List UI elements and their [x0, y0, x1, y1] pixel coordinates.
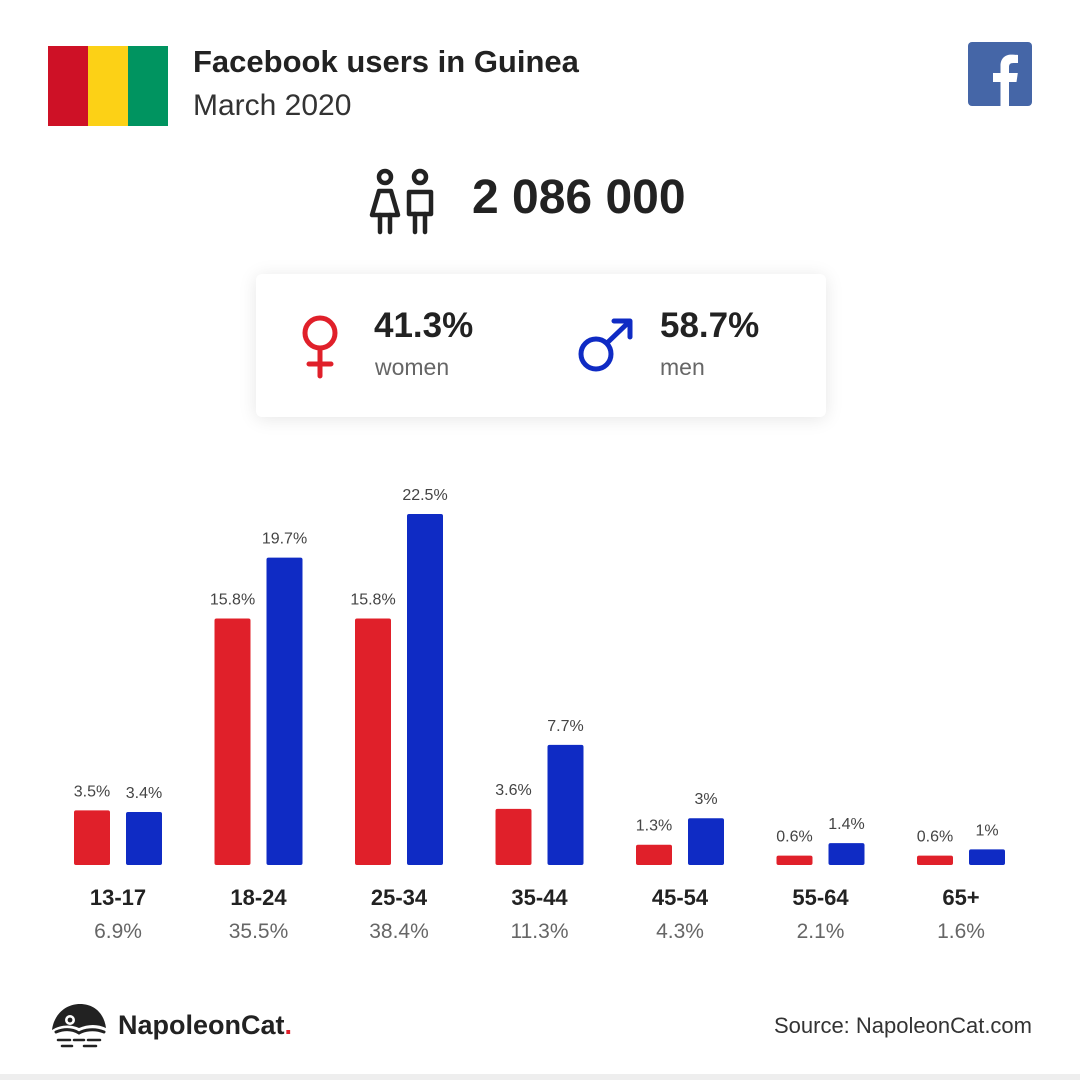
- male-symbol-icon: [578, 318, 633, 372]
- bar-label-women-13-17: 3.5%: [74, 783, 110, 800]
- bar-label-women-45-54: 1.3%: [636, 818, 672, 835]
- bar-label-women-55-64: 0.6%: [776, 829, 812, 846]
- bar-men-35-44: [547, 744, 584, 865]
- bar-label-men-45-54: 3%: [694, 791, 717, 808]
- bar-women-35-44: [495, 808, 532, 865]
- bar-women-45-54: [636, 844, 672, 865]
- category-label-35-44: 35-44: [511, 885, 568, 910]
- napoleoncat-logo-icon: [52, 1004, 106, 1048]
- total-users-value: 2 086 000: [472, 171, 686, 224]
- flag-stripe-yellow: [88, 46, 128, 126]
- bar-label-women-65+: 0.6%: [917, 829, 953, 846]
- category-total-55-64: 2.1%: [797, 920, 845, 943]
- category-total-45-54: 4.3%: [656, 920, 704, 943]
- category-label-18-24: 18-24: [230, 885, 287, 910]
- facebook-logo-icon: [968, 42, 1032, 106]
- people-icon: [369, 168, 434, 235]
- category-label-25-34: 25-34: [371, 885, 428, 910]
- bar-women-13-17: [74, 810, 110, 865]
- bar-men-65+: [969, 849, 1005, 865]
- bar-women-65+: [917, 855, 953, 865]
- women-percentage: 41.3%: [374, 306, 474, 345]
- bar-label-women-18-24: 15.8%: [210, 592, 255, 609]
- age-gender-bar-chart: 3.5% 3.4% 13-17 6.9% 15.8% 19.7% 18-24 35.5% 15.…: [74, 487, 1005, 943]
- brand-name-text: NapoleonCat: [118, 1010, 285, 1040]
- category-label-55-64: 55-64: [792, 885, 849, 910]
- bar-women-55-64: [776, 855, 813, 865]
- bar-men-45-54: [688, 818, 724, 865]
- category-label-13-17: 13-17: [90, 885, 146, 910]
- category-total-18-24: 35.5%: [229, 920, 289, 943]
- bar-men-25-34: [407, 514, 443, 865]
- men-percentage: 58.7%: [660, 306, 760, 345]
- gender-split-card: 41.3% women 58.7% men: [256, 274, 826, 417]
- women-label: women: [375, 354, 450, 380]
- bar-label-women-35-44: 3.6%: [495, 782, 531, 799]
- bar-label-men-25-34: 22.5%: [402, 487, 447, 504]
- category-total-13-17: 6.9%: [94, 920, 142, 943]
- category-total-35-44: 11.3%: [511, 920, 569, 943]
- bar-men-18-24: [266, 557, 303, 865]
- brand-name: NapoleonCat.: [118, 1010, 292, 1041]
- bar-men-55-64: [828, 843, 865, 865]
- bar-label-women-25-34: 15.8%: [350, 592, 395, 609]
- bar-label-men-65+: 1%: [975, 822, 998, 839]
- bar-women-18-24: [214, 618, 251, 865]
- bar-label-men-13-17: 3.4%: [126, 785, 162, 802]
- source-text: Source: NapoleonCat.com: [773, 1013, 1032, 1038]
- men-label: men: [660, 354, 705, 380]
- page-subtitle: March 2020: [193, 89, 352, 122]
- female-symbol-icon: [302, 315, 338, 379]
- category-total-65+: 1.6%: [937, 920, 985, 943]
- flag-stripe-green: [128, 46, 168, 126]
- bar-men-13-17: [126, 811, 162, 865]
- bar-label-men-55-64: 1.4%: [828, 816, 864, 833]
- guinea-flag-icon: [48, 46, 168, 126]
- category-total-25-34: 38.4%: [369, 920, 429, 943]
- flag-stripe-red: [48, 46, 88, 126]
- category-label-45-54: 45-54: [652, 885, 709, 910]
- bar-label-men-35-44: 7.7%: [547, 718, 583, 735]
- category-label-65+: 65+: [942, 885, 979, 910]
- bar-label-men-18-24: 19.7%: [262, 531, 307, 548]
- brand-dot: .: [284, 1010, 293, 1040]
- footer-divider: [0, 1074, 1080, 1080]
- bar-women-25-34: [355, 618, 391, 865]
- page-title: Facebook users in Guinea: [193, 44, 579, 79]
